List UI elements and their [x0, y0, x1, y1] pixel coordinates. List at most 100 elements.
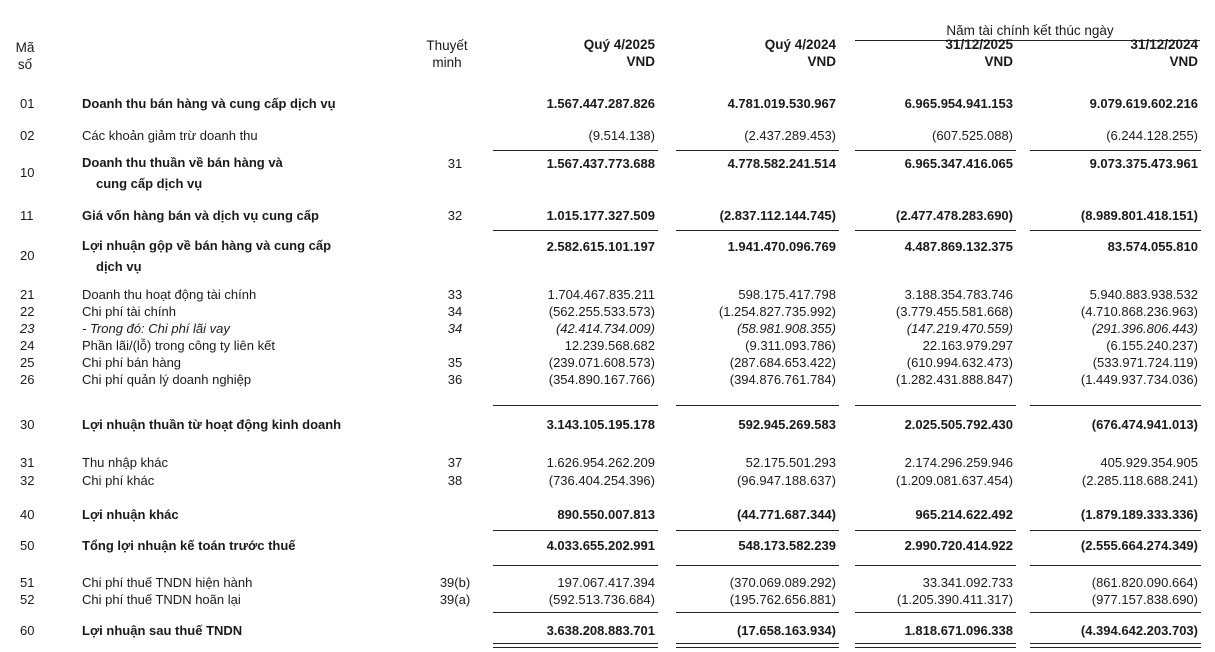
row-value: (2.477.478.283.690): [895, 208, 1013, 223]
subtotal-rule: [493, 612, 658, 613]
row-code: 10: [20, 165, 35, 180]
row-label-line1: Thu nhập khác: [82, 455, 169, 470]
row-value: (2.285.118.688.241): [1081, 473, 1198, 488]
row-value: (96.947.188.637): [736, 473, 836, 488]
row-note: 32: [447, 208, 463, 223]
row-value: (44.771.687.344): [736, 507, 836, 522]
subtotal-rule: [855, 612, 1016, 613]
row-value: 6.965.347.416.065: [904, 156, 1013, 171]
row-label: Chi phí tài chính: [82, 301, 176, 322]
row-label: Lợi nhuận thuần từ hoạt động kinh doanh: [82, 414, 341, 435]
row-code: 24: [20, 338, 35, 353]
column-header: 31/12/2025 VND: [863, 36, 1013, 70]
code-header-line2: số: [17, 57, 33, 72]
row-value: 3.638.208.883.701: [546, 623, 655, 638]
row-value: 4.778.582.241.514: [727, 156, 836, 171]
subtotal-rule: [493, 230, 658, 231]
row-label: Lợi nhuận sau thuế TNDN: [82, 620, 242, 641]
row-code: 32: [20, 473, 35, 488]
row-value: (6.244.128.255): [1106, 128, 1198, 143]
row-value: 2.174.296.259.946: [904, 455, 1013, 470]
row-value: (977.157.838.690): [1091, 592, 1198, 607]
row-value: (676.474.941.013): [1091, 417, 1198, 432]
subtotal-rule: [1030, 612, 1201, 613]
row-value: (147.219.470.559): [906, 321, 1013, 336]
note-header: Thuyết minh: [412, 37, 482, 71]
row-value: (370.069.089.292): [729, 575, 836, 590]
row-value: 83.574.055.810: [1107, 239, 1198, 254]
row-code: 01: [20, 96, 35, 111]
row-label: Chi phí thuế TNDN hiện hành: [82, 572, 252, 593]
row-value: 4.487.869.132.375: [904, 239, 1013, 254]
row-value: (533.971.724.119): [1092, 355, 1198, 370]
row-label: Các khoản giảm trừ doanh thu: [82, 125, 258, 146]
row-value: 592.945.269.583: [738, 417, 836, 432]
row-label-line1: Doanh thu hoạt động tài chính: [82, 287, 257, 302]
row-code: 51: [20, 575, 35, 590]
row-code: 50: [20, 538, 35, 553]
column-unit: VND: [807, 54, 836, 69]
fiscal-year-group-header: Năm tài chính kết thúc ngày: [946, 23, 1114, 38]
row-label-line1: Chi phí thuế TNDN hiện hành: [82, 575, 253, 590]
row-value: 5.940.883.938.532: [1089, 287, 1198, 302]
subtotal-rule: [1030, 150, 1201, 151]
row-code: 25: [20, 355, 35, 370]
subtotal-rule: [855, 230, 1016, 231]
row-label-line1: Phần lãi/(lỗ) trong công ty liên kết: [82, 338, 275, 353]
note-header-line1: Thuyết: [426, 38, 468, 53]
row-value: (1.205.390.411.317): [896, 592, 1013, 607]
row-code: 22: [20, 304, 35, 319]
row-label-line1: Giá vốn hàng bán và dịch vụ cung cấp: [82, 208, 319, 223]
row-value: (354.890.167.766): [548, 372, 655, 387]
row-label-line1: Chi phí bán hàng: [82, 355, 182, 370]
row-value: (1.282.431.888.847): [895, 372, 1013, 387]
row-value: 52.175.501.293: [745, 455, 836, 470]
subtotal-rule: [493, 565, 658, 566]
row-value: 197.067.417.394: [557, 575, 655, 590]
row-value: (287.684.653.422): [729, 355, 836, 370]
row-value: 4.033.655.202.991: [546, 538, 655, 553]
row-label: Phần lãi/(lỗ) trong công ty liên kết: [82, 335, 275, 356]
row-value: (861.820.090.664): [1091, 575, 1198, 590]
row-label: Doanh thu bán hàng và cung cấp dịch vụ: [82, 93, 336, 114]
row-label-line1: Tổng lợi nhuận kế toán trước thuế: [82, 538, 296, 553]
row-label-line1: Doanh thu thuần về bán hàng và: [82, 155, 283, 170]
row-note: 37: [447, 455, 463, 470]
row-label: Giá vốn hàng bán và dịch vụ cung cấp: [82, 205, 319, 226]
column-header: Quý 4/2024 VND: [686, 36, 836, 70]
row-value: 3.188.354.783.746: [904, 287, 1013, 302]
row-label: Lợi nhuận gộp về bán hàng và cung cấp dịc…: [82, 235, 331, 277]
row-value: 33.341.092.733: [922, 575, 1013, 590]
total-double-rule: [855, 643, 1016, 648]
row-value: (3.779.455.581.668): [895, 304, 1013, 319]
row-note: 34: [447, 304, 463, 319]
subtotal-rule: [1030, 530, 1201, 531]
row-value: (4.394.642.203.703): [1080, 623, 1198, 638]
row-code: 30: [20, 417, 35, 432]
subtotal-rule: [855, 150, 1016, 151]
code-header: Mã số: [10, 39, 40, 73]
row-note: 39(b): [439, 575, 471, 590]
column-period: Quý 4/2025: [583, 37, 655, 52]
row-value: 1.015.177.327.509: [546, 208, 655, 223]
row-label-line1: - Trong đó: Chi phí lãi vay: [82, 321, 230, 336]
subtotal-rule: [1030, 405, 1201, 406]
row-label-line1: Các khoản giảm trừ doanh thu: [82, 128, 258, 143]
row-value: 1.567.447.287.826: [546, 96, 655, 111]
row-note: 38: [447, 473, 463, 488]
row-label: Chi phí bán hàng: [82, 352, 181, 373]
row-value: 2.025.505.792.430: [904, 417, 1013, 432]
row-code: 31: [20, 455, 35, 470]
row-label: Chi phí thuế TNDN hoãn lại: [82, 589, 241, 610]
subtotal-rule: [676, 565, 839, 566]
subtotal-rule: [676, 612, 839, 613]
note-header-line2: minh: [432, 55, 462, 70]
row-label: Doanh thu hoạt động tài chính: [82, 284, 256, 305]
subtotal-rule: [493, 150, 658, 151]
total-double-rule: [676, 643, 839, 648]
row-value: 890.550.007.813: [557, 507, 655, 522]
subtotal-rule: [855, 405, 1016, 406]
row-value: 1.626.954.262.209: [546, 455, 655, 470]
row-value: (291.396.806.443): [1091, 321, 1198, 336]
row-value: (6.155.240.237): [1106, 338, 1198, 353]
